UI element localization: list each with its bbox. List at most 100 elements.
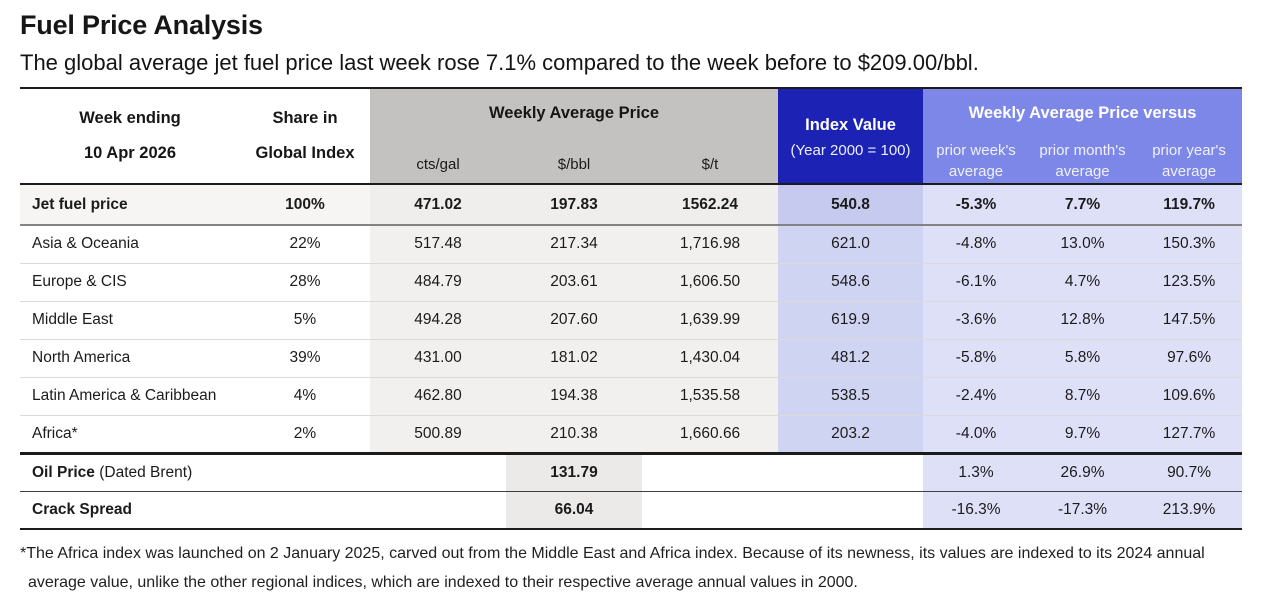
footnote-line: average value, unlike the other regional…: [28, 574, 858, 591]
cell-index: [778, 490, 924, 530]
table-row: Jet fuel price 100% 471.02 197.83 1562.24 540…: [20, 184, 1243, 226]
cell-year: 109.6%: [1136, 377, 1243, 416]
cell-cts: 500.89: [370, 415, 506, 454]
cell-year: 147.5%: [1136, 301, 1243, 340]
table-row: Oil Price (Dated Brent) 131.79 1.3% 26.9% 90…: [20, 451, 1243, 491]
col-group-weekly-average-price: Weekly Average Price: [370, 88, 779, 138]
cell-cts: 431.00: [370, 339, 506, 378]
cell-label: Oil Price (Dated Brent): [20, 451, 240, 491]
cell-month: 12.8%: [1029, 301, 1137, 340]
page-title: Fuel Price Analysis: [20, 10, 263, 40]
cell-bbl: 203.61: [506, 263, 642, 302]
cell-bbl: 66.04: [506, 490, 642, 530]
cell-t: 1,639.99: [642, 301, 779, 340]
cell-week: -2.4%: [923, 377, 1030, 416]
col-group-price-versus: Weekly Average Price versus: [923, 88, 1243, 138]
cell-year: 119.7%: [1136, 184, 1243, 226]
table-row: North America 39% 431.00 181.02 1,430.04 481.…: [20, 339, 1243, 378]
cell-bbl: 217.34: [506, 225, 642, 264]
col-header-index-value: Index Value (Year 2000 = 100): [778, 88, 924, 185]
cell-year: 123.5%: [1136, 263, 1243, 302]
cell-label: Europe & CIS: [20, 263, 240, 302]
footnote-line: *The Africa index was launched on 2 Janu…: [20, 545, 1205, 562]
cell-index: 538.5: [778, 377, 924, 416]
col-header-usd-bbl: $/bbl: [506, 138, 642, 185]
cell-bbl: 131.79: [506, 451, 642, 491]
cell-cts: 517.48: [370, 225, 506, 264]
cell-index: 621.0: [778, 225, 924, 264]
fuel-price-table: Week ending 10 Apr 2026 Share in Global …: [20, 87, 1243, 530]
cell-month: 26.9%: [1029, 451, 1137, 491]
cell-bbl: 181.02: [506, 339, 642, 378]
cell-label: North America: [20, 339, 240, 378]
cell-index: 203.2: [778, 415, 924, 454]
cell-cts: [370, 451, 506, 491]
cell-month: 8.7%: [1029, 377, 1137, 416]
col-header-usd-t: $/t: [642, 138, 779, 185]
cell-share: 4%: [240, 377, 370, 416]
cell-year: 213.9%: [1136, 490, 1243, 530]
cell-t: 1562.24: [642, 184, 779, 226]
cell-month: 7.7%: [1029, 184, 1137, 226]
cell-label: Africa*: [20, 415, 240, 454]
cell-week: -6.1%: [923, 263, 1030, 302]
cell-t: [642, 451, 779, 491]
cell-bbl: 197.83: [506, 184, 642, 226]
col-header-prior-week: prior week's average: [923, 138, 1030, 185]
cell-week: -5.3%: [923, 184, 1030, 226]
cell-share: 28%: [240, 263, 370, 302]
cell-share: 2%: [240, 415, 370, 454]
cell-cts: [370, 490, 506, 530]
africa-index-footnote: *The Africa index was launched on 2 Janu…: [20, 539, 1242, 597]
table-row: Asia & Oceania 22% 517.48 217.34 1,716.98 621…: [20, 225, 1243, 264]
cell-t: 1,660.66: [642, 415, 779, 454]
cell-t: 1,716.98: [642, 225, 779, 264]
cell-week: -16.3%: [923, 490, 1030, 530]
cell-year: 97.6%: [1136, 339, 1243, 378]
cell-cts: 462.80: [370, 377, 506, 416]
cell-cts: 494.28: [370, 301, 506, 340]
cell-t: 1,535.58: [642, 377, 779, 416]
cell-cts: 471.02: [370, 184, 506, 226]
cell-share: 100%: [240, 184, 370, 226]
cell-bbl: 210.38: [506, 415, 642, 454]
cell-bbl: 207.60: [506, 301, 642, 340]
cell-label: Jet fuel price: [20, 184, 240, 226]
table-header: Week ending 10 Apr 2026 Share in Global …: [20, 88, 1243, 185]
cell-week: -4.0%: [923, 415, 1030, 454]
cell-month: 5.8%: [1029, 339, 1137, 378]
cell-week: -4.8%: [923, 225, 1030, 264]
col-header-cts-gal: cts/gal: [370, 138, 506, 185]
cell-share: [240, 451, 370, 491]
cell-t: 1,606.50: [642, 263, 779, 302]
table-body: Jet fuel price 100% 471.02 197.83 1562.24 540…: [20, 184, 1243, 530]
cell-month: 13.0%: [1029, 225, 1137, 264]
cell-label: Crack Spread: [20, 490, 240, 530]
cell-t: 1,430.04: [642, 339, 779, 378]
cell-share: 5%: [240, 301, 370, 340]
col-header-prior-year: prior year's average: [1136, 138, 1243, 185]
col-header-week-ending: Week ending 10 Apr 2026: [20, 88, 240, 185]
cell-week: -5.8%: [923, 339, 1030, 378]
cell-index: [778, 451, 924, 491]
col-header-prior-month: prior month's average: [1029, 138, 1137, 185]
cell-share: 39%: [240, 339, 370, 378]
table-row: Europe & CIS 28% 484.79 203.61 1,606.50 548.6…: [20, 263, 1243, 302]
table-row: Africa* 2% 500.89 210.38 1,660.66 203.2 -4.0% 9…: [20, 415, 1243, 454]
cell-cts: 484.79: [370, 263, 506, 302]
cell-t: [642, 490, 779, 530]
col-header-share: Share in Global Index: [240, 88, 370, 185]
cell-index: 619.9: [778, 301, 924, 340]
cell-month: 4.7%: [1029, 263, 1137, 302]
table-row: Latin America & Caribbean 4% 462.80 194.38 1…: [20, 377, 1243, 416]
table-row: Middle East 5% 494.28 207.60 1,639.99 619.9 -3…: [20, 301, 1243, 340]
table-row: Crack Spread 66.04 -16.3% -17.3% 213.9%: [20, 490, 1243, 530]
cell-label: Asia & Oceania: [20, 225, 240, 264]
cell-year: 127.7%: [1136, 415, 1243, 454]
cell-label: Latin America & Caribbean: [20, 377, 240, 416]
cell-month: -17.3%: [1029, 490, 1137, 530]
cell-year: 150.3%: [1136, 225, 1243, 264]
cell-share: [240, 490, 370, 530]
cell-label: Middle East: [20, 301, 240, 340]
